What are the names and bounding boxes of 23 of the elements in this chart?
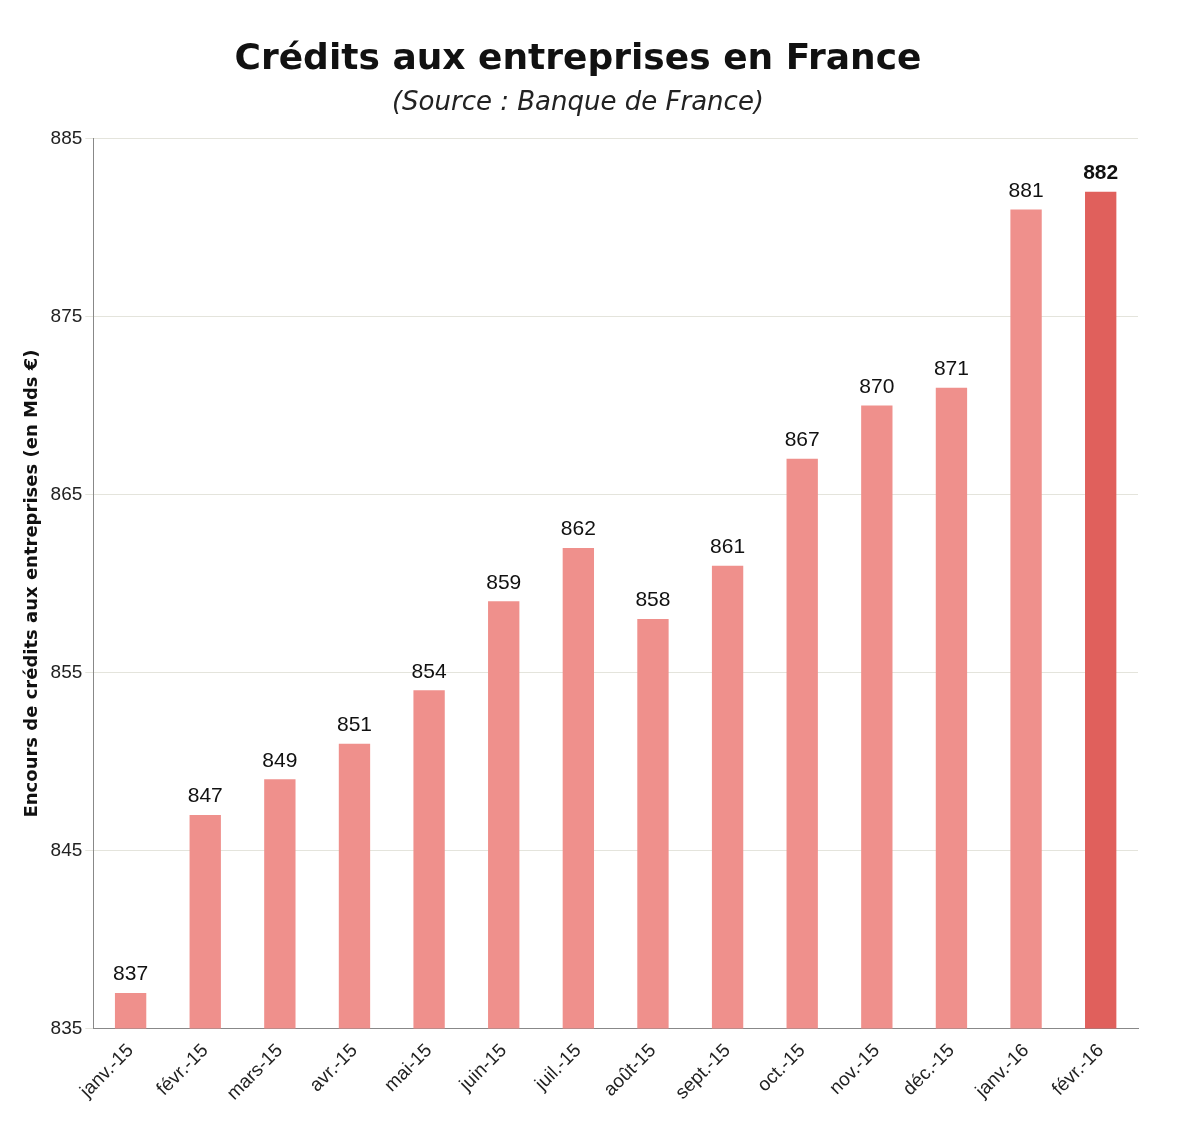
y-tick-label: 855 [50,660,83,682]
data-label: 882 [1083,160,1119,184]
data-label: 858 [635,587,671,611]
data-label: 849 [262,747,298,771]
y-tick-label: 865 [50,482,83,504]
data-label: 854 [411,658,447,682]
data-label: 859 [486,569,522,593]
data-label: 851 [336,712,372,736]
data-label: 870 [859,373,895,397]
data-label: 871 [933,355,969,379]
chart-subtitle: (Source : Banque de France) [391,85,765,116]
y-tick-label: 885 [50,126,83,148]
y-tick-label: 845 [50,838,83,860]
data-label: 862 [560,516,596,540]
data-label: 867 [784,427,820,451]
data-label: 847 [187,783,223,807]
y-tick-label: 835 [50,1016,83,1038]
data-label: 837 [113,961,149,985]
chart-title: Crédits aux entreprises en France [234,35,922,77]
y-tick-label: 875 [50,304,83,326]
data-label: 861 [710,534,746,557]
y-axis-title: Encours de crédits aux entreprises (en Mds €) [20,349,42,818]
data-label: 881 [1008,177,1044,201]
